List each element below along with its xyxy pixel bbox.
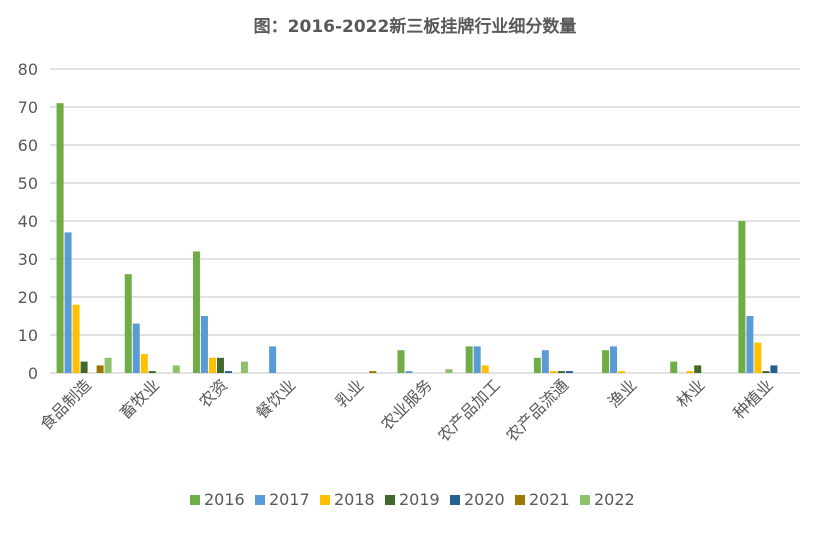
legend-label: 2021 xyxy=(529,490,570,509)
x-tick-label: 食品制造 xyxy=(36,375,95,434)
bar-2016 xyxy=(397,350,405,373)
bar-2022 xyxy=(172,365,180,373)
y-tick-label: 60 xyxy=(18,136,38,155)
bar-2016 xyxy=(465,346,473,373)
bar-2021 xyxy=(369,371,377,373)
bar-2020 xyxy=(224,371,232,373)
y-tick-label: 20 xyxy=(18,288,38,307)
bar-2017 xyxy=(541,350,549,373)
y-tick-label: 10 xyxy=(18,326,38,345)
bar-2021 xyxy=(96,365,104,373)
x-tick-label: 林业 xyxy=(672,375,708,411)
bar-2016 xyxy=(192,251,200,373)
bar-2017 xyxy=(200,316,208,373)
legend-swatch xyxy=(385,495,395,505)
legend-swatch xyxy=(580,495,590,505)
bar-2019 xyxy=(216,357,224,373)
bar-2020 xyxy=(770,365,778,373)
bar-2016 xyxy=(602,350,610,373)
bar-2019 xyxy=(80,361,88,373)
bar-2020 xyxy=(565,371,573,373)
x-tick-label: 渔业 xyxy=(604,375,640,411)
bar-2022 xyxy=(445,369,453,373)
y-tick-label: 40 xyxy=(18,212,38,231)
x-tick-label: 畜牧业 xyxy=(116,375,163,422)
x-tick-label: 餐饮业 xyxy=(252,375,299,422)
legend-swatch xyxy=(450,495,460,505)
y-tick-label: 0 xyxy=(28,364,38,383)
bar-2018 xyxy=(481,365,489,373)
bar-2019 xyxy=(694,365,702,373)
legend-swatch xyxy=(190,495,200,505)
legend-label: 2019 xyxy=(399,490,440,509)
bar-2018 xyxy=(208,357,216,373)
x-tick-label: 农产品加工 xyxy=(434,375,504,445)
bar-2017 xyxy=(64,232,72,373)
bar-2018 xyxy=(618,371,626,373)
bar-2022 xyxy=(104,357,112,373)
bar-2022 xyxy=(240,361,248,373)
x-tick-label: 种植业 xyxy=(729,375,776,422)
y-tick-label: 70 xyxy=(18,98,38,117)
x-tick-label: 农业服务 xyxy=(377,375,436,434)
bar-2019 xyxy=(148,371,156,373)
bar-2017 xyxy=(746,316,754,373)
bar-2019 xyxy=(762,371,770,373)
bar-2018 xyxy=(549,371,557,373)
bar-2018 xyxy=(140,354,148,373)
bar-2018 xyxy=(686,371,694,373)
x-tick-label: 农资 xyxy=(195,375,231,411)
bar-2017 xyxy=(405,371,413,373)
legend-swatch xyxy=(515,495,525,505)
legend-label: 2016 xyxy=(204,490,245,509)
bar-2016 xyxy=(533,357,541,373)
legend-label: 2017 xyxy=(269,490,310,509)
legend-label: 2020 xyxy=(464,490,505,509)
bar-2016 xyxy=(56,103,64,373)
bar-2016 xyxy=(124,274,132,373)
bar-2018 xyxy=(754,342,762,373)
legend-swatch xyxy=(320,495,330,505)
bar-2018 xyxy=(72,304,80,373)
legend-swatch xyxy=(255,495,265,505)
chart-title: 图：2016-2022新三板挂牌行业细分数量 xyxy=(254,16,577,37)
bar-2017 xyxy=(269,346,277,373)
x-tick-label: 乳业 xyxy=(332,375,368,411)
bar-2017 xyxy=(473,346,481,373)
bar-2017 xyxy=(132,323,140,373)
y-tick-label: 30 xyxy=(18,250,38,269)
y-tick-label: 50 xyxy=(18,174,38,193)
bar-2017 xyxy=(610,346,618,373)
x-tick-label: 农产品流通 xyxy=(502,375,572,445)
bar-2016 xyxy=(738,221,746,373)
bar-2016 xyxy=(670,361,678,373)
y-tick-label: 80 xyxy=(18,60,38,79)
bar-2019 xyxy=(557,371,565,373)
legend-label: 2022 xyxy=(594,490,635,509)
legend-label: 2018 xyxy=(334,490,375,509)
